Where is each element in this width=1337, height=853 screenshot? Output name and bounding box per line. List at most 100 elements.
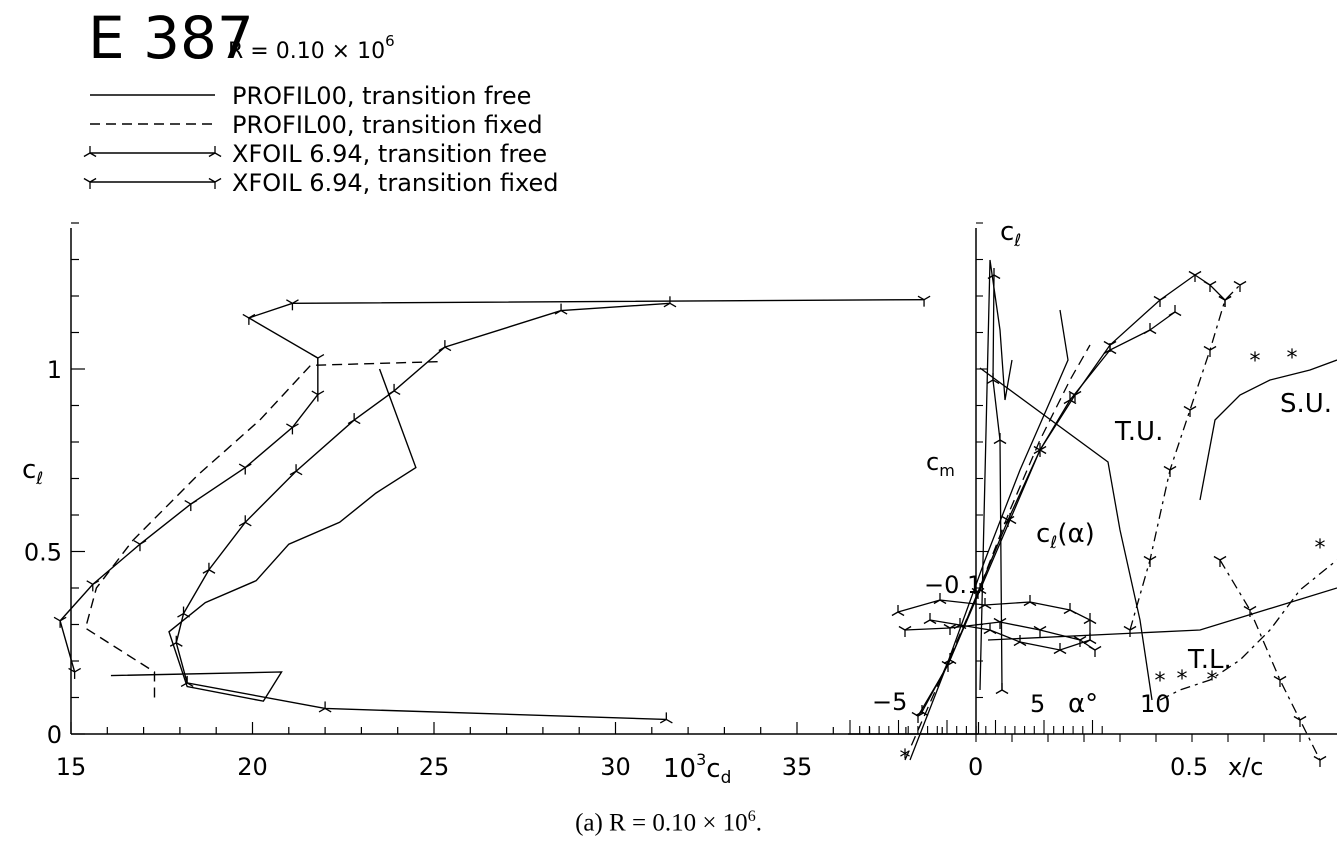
y-tick-label-0: 0 <box>47 721 62 749</box>
xfoil-upper-transition-marker-3 <box>1183 405 1197 417</box>
series-line-3 <box>59 298 925 673</box>
right-panel-curves: * * * * * * * <box>891 259 1337 771</box>
cm-curve-xfoil-marker-2 <box>978 598 992 610</box>
series-line-0 <box>110 368 417 702</box>
tu-curve <box>979 367 1153 701</box>
x-tick-0: 0 <box>968 753 983 781</box>
xfoil-upper-transition-marker-2 <box>1163 465 1177 477</box>
lift-transition-panel: cℓ cm −0.1 cℓ(α) T.U. S.U. T.L. −5 5 α° … <box>848 217 1337 781</box>
vertical-markers-marker-2 <box>993 433 1007 445</box>
legend-marker-3a <box>83 177 97 189</box>
series-3-marker-2 <box>86 580 100 592</box>
series-2-marker-10 <box>438 340 452 352</box>
lift-curve-xfoil-fixed-marker-7 <box>1153 295 1167 307</box>
cm-curve-xfoil-marker-0 <box>891 605 905 617</box>
cm-curve-xfoil-marker-7 <box>1053 643 1067 655</box>
alpha-label: α° <box>1068 689 1098 719</box>
cm-curve-xfoil-fixed <box>904 621 1096 651</box>
alpha-tick-10: 10 <box>1140 690 1171 718</box>
xfoil-upper-transition-marker-5 <box>1218 295 1232 307</box>
x-tick-label-1: 20 <box>237 753 268 781</box>
series-3-marker-3 <box>133 540 147 552</box>
x-axis-label-xc: x/c <box>1228 753 1263 781</box>
x-tick-0-5: 0.5 <box>1170 753 1208 781</box>
y-axis-label: cℓ <box>22 455 43 489</box>
star-marker-5: * <box>1287 346 1298 371</box>
star-marker-0: * <box>900 746 911 771</box>
lift-curve-xfoil-fixed-marker-3 <box>1001 515 1015 527</box>
xfoil-descend-marker-2 <box>1273 675 1287 687</box>
cm-curve-xfoil-marker-4 <box>1063 603 1077 615</box>
cm-curve-xfoil-fixed-marker-0 <box>898 625 912 637</box>
series-3-marker-7 <box>311 390 325 402</box>
right-cl-label: cℓ <box>1000 217 1021 251</box>
lift-curve-xfoil-fixed-marker-2 <box>971 587 985 599</box>
airfoil-title: E 387 <box>88 4 254 72</box>
legend-marker-3b <box>208 177 222 189</box>
xfoil-descend-marker-3 <box>1293 715 1307 727</box>
legend-marker-2b <box>208 146 222 158</box>
xfoil-upper-transition-marker-0 <box>1123 625 1137 637</box>
series-3-marker-8 <box>311 353 325 366</box>
series-3-marker-10 <box>286 299 299 311</box>
series-2-marker-9 <box>387 383 401 395</box>
series-3-marker-1 <box>53 616 67 628</box>
star-marker-4: * <box>1250 349 1261 374</box>
series-2-marker-8 <box>347 413 361 425</box>
lift-curve-dashed <box>904 344 1091 761</box>
lift-curve-xfoil-free-marker-7 <box>1143 323 1157 335</box>
series-3-marker-4 <box>184 499 198 512</box>
xfoil-upper-transition-marker-4 <box>1203 345 1217 357</box>
lift-curve-xfoil-fixed-marker-5 <box>1068 390 1082 402</box>
cm-curve-xfoil-fixed-marker-4 <box>1073 635 1087 647</box>
star-marker-1: * <box>1155 669 1166 694</box>
cm-curve-xfoil-marker-11 <box>923 613 937 625</box>
drag-polar-panel: 0 0.5 1 15 20 25 30 35 cℓ 103cd <box>22 222 980 788</box>
su-curve <box>1199 359 1337 501</box>
vertical-markers-marker-0 <box>987 268 1001 280</box>
series-3-marker-5 <box>238 463 252 475</box>
cm-curve-xfoil-fixed-marker-1 <box>943 623 957 635</box>
xfoil-upper-transition-marker-6 <box>1233 280 1247 292</box>
cm-curve-xfoil-marker-3 <box>1023 595 1037 607</box>
series-2-marker-6 <box>238 515 252 527</box>
figure-caption: (a) R = 0.10 × 106. <box>575 808 762 837</box>
star-marker-3: * <box>1207 668 1218 693</box>
series-2-marker-0 <box>659 712 673 724</box>
annotation-tu: T.U. <box>1114 417 1163 447</box>
series-3-marker-11 <box>917 295 931 307</box>
vertical-markers-marker-3 <box>995 683 1009 695</box>
series-2-marker-7 <box>289 464 303 476</box>
annotation-cla: cℓ(α) <box>1036 519 1095 553</box>
reynolds-label: R = 0.10 × 106 <box>228 32 395 64</box>
series-line-2 <box>175 302 670 721</box>
xfoil-upper-transition <box>1129 284 1241 631</box>
legend-marker-2a <box>83 146 97 158</box>
series-2-marker-2 <box>180 675 194 687</box>
x-tick-label-4: 35 <box>782 753 813 781</box>
lift-curve-xfoil-free <box>921 311 1176 713</box>
lift-curve-xfoil-fixed-marker-4 <box>1033 445 1047 457</box>
legend-label-3: XFOIL 6.94, transition fixed <box>232 169 558 197</box>
series-2-marker-1 <box>318 701 332 713</box>
legend-label-0: PROFIL00, transition free <box>232 82 531 110</box>
star-marker-2: * <box>1177 667 1188 692</box>
xfoil-descend <box>1219 559 1321 761</box>
lift-curve-xfoil-fixed-marker-9 <box>1203 280 1217 292</box>
xfoil-descend-marker-1 <box>1243 605 1257 617</box>
x-tick-label-0: 15 <box>56 753 87 781</box>
series-3-marker-9 <box>242 313 256 325</box>
lift-curve-xfoil-fixed-marker-8 <box>1188 270 1202 282</box>
series-2-marker-11 <box>554 303 568 315</box>
x-tick-label-3: 30 <box>600 753 631 781</box>
cm-curve-xfoil-marker-1 <box>933 593 947 605</box>
lift-curve-xfoil-fixed-marker-6 <box>1103 340 1117 352</box>
annotation-su: S.U. <box>1280 389 1332 419</box>
series-2-marker-12 <box>663 296 677 308</box>
star-marker-6: * <box>1315 536 1326 561</box>
xfoil-descend-marker-4 <box>1313 755 1327 767</box>
lift-curve-xfoil-fixed-marker-0 <box>911 711 925 723</box>
series-2-marker-5 <box>202 562 216 574</box>
series-2-marker-3 <box>169 635 183 647</box>
